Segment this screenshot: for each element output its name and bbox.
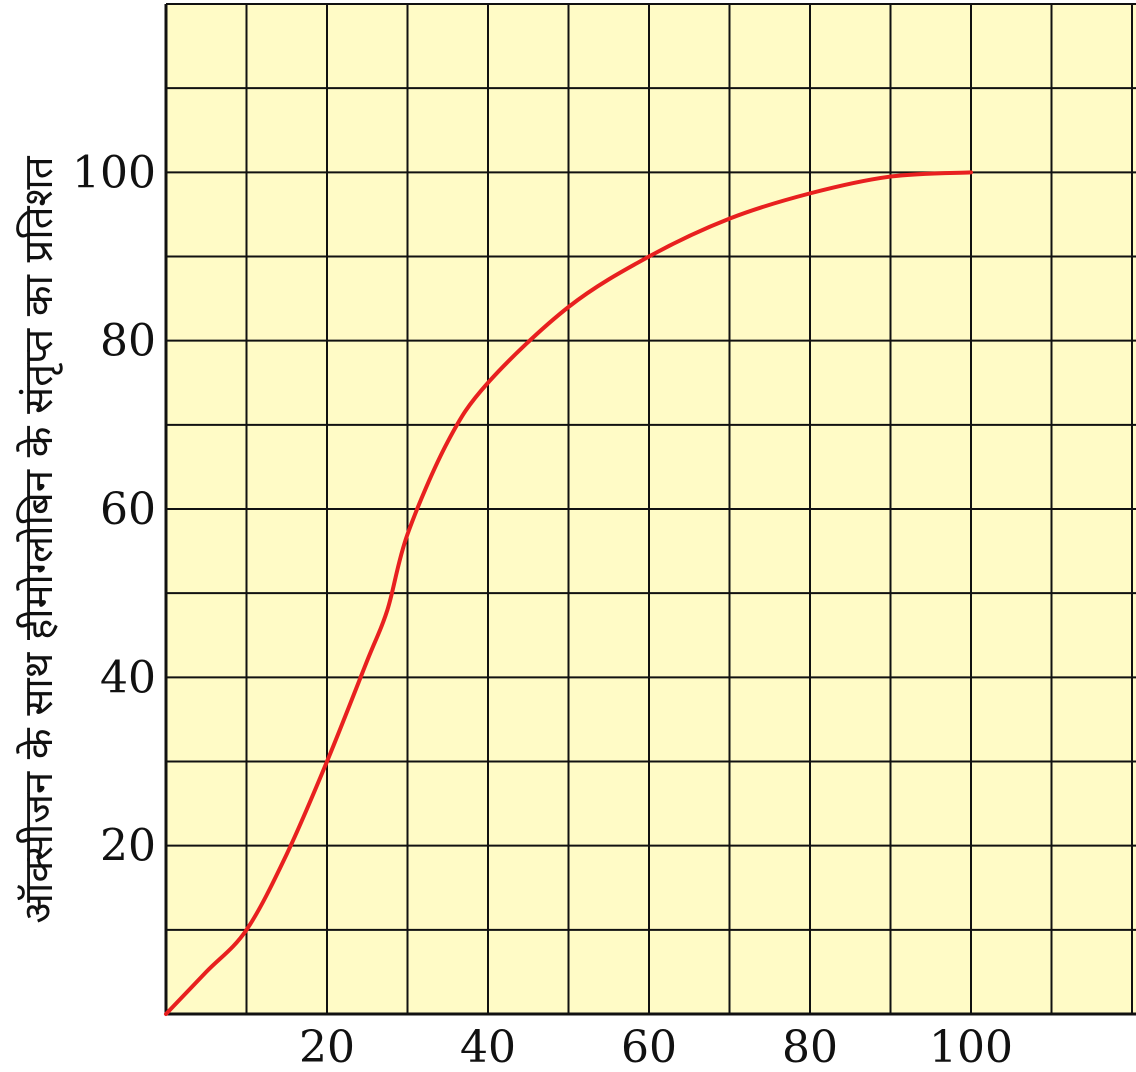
x-tick-label: 20 — [299, 1022, 355, 1072]
y-tick-label: 100 — [72, 147, 156, 198]
y-tick-label: 80 — [100, 316, 156, 367]
y-tick-label: 40 — [100, 652, 156, 703]
x-tick-label: 80 — [782, 1022, 838, 1072]
x-tick-label: 60 — [621, 1022, 677, 1072]
y-tick-labels: 20 40 60 80 100 — [72, 147, 156, 871]
series-line — [164, 170, 973, 1016]
y-axis-label: ऑक्सीजन के साथ हीमोग्लोबिन के संतृप्त का… — [16, 155, 63, 923]
y-tick-label: 60 — [100, 484, 156, 535]
grid-lines — [164, 3, 1136, 1016]
saturation-curve — [164, 170, 973, 1016]
x-tick-label: 100 — [929, 1022, 1013, 1072]
y-tick-label: 20 — [100, 821, 156, 872]
x-tick-labels: 20 40 60 80 100 — [299, 1022, 1013, 1072]
x-tick-label: 40 — [460, 1022, 516, 1072]
